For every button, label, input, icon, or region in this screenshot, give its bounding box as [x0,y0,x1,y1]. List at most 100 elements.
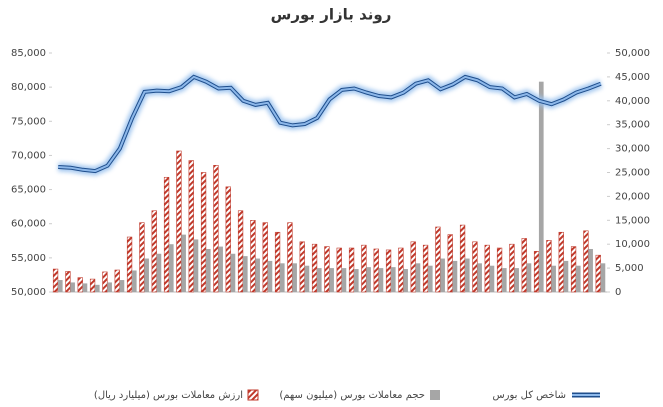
bar [378,268,384,292]
bar [361,244,367,293]
bar [188,160,194,293]
line [58,75,602,173]
bar [410,241,416,293]
bar [139,222,145,293]
bar [52,268,59,293]
bar [163,176,170,293]
y-tick-label: 50,000 [11,287,46,298]
legend-swatch [247,389,259,401]
bar [151,210,157,293]
bar [477,263,482,292]
bar [82,283,88,292]
bar [489,265,495,292]
bar [274,231,281,293]
bar [538,81,544,293]
bar [237,210,244,293]
bar [484,244,490,293]
bar [242,256,248,292]
y2-tick-label: 20,000 [615,191,650,202]
bar [546,240,552,293]
bar [156,253,162,292]
bar [464,258,470,292]
bar [89,278,96,293]
y2-tick-label: 5,000 [615,263,644,274]
bar [398,247,404,293]
bar [311,243,318,293]
y-tick-label: 80,000 [11,82,46,93]
bar [588,248,593,292]
bar [427,265,433,292]
bar [279,263,285,292]
bar [218,246,223,292]
bar [70,282,75,292]
bar [353,269,359,292]
bar [435,226,441,293]
bar [131,270,137,292]
bar [200,172,207,293]
bar [57,280,63,292]
bar [230,253,236,292]
bar [390,267,396,292]
bar [336,247,342,293]
y2-tick-label: 40,000 [615,96,650,107]
y-tick-label: 65,000 [11,185,46,196]
legend-label: شاخص کل بورس [492,390,566,401]
bar [292,263,297,292]
bar [521,238,527,293]
bar [472,241,478,293]
bar [595,254,601,293]
bar [168,244,174,292]
bar [459,224,466,293]
bar [77,277,83,293]
bar [94,284,100,292]
bar [304,265,310,292]
y2-tick-label: 25,000 [615,168,650,179]
y2-tick-label: 45,000 [615,72,650,83]
bar [348,247,355,293]
bar [114,269,120,293]
bar [514,268,519,292]
bar [563,260,569,292]
bar [366,267,371,292]
legend-label: ارزش معاملات بورس (میلیارد ریال) [94,390,243,401]
bar [452,260,458,292]
y2-tick-label: 30,000 [615,144,650,155]
bar [144,258,149,292]
y-tick-label: 70,000 [11,150,46,161]
bar [600,263,606,292]
bar [558,231,564,293]
y2-tick-label: 35,000 [615,120,650,131]
bar [501,268,507,292]
bar [176,150,182,293]
bar [440,258,445,292]
bar [447,234,453,293]
y-tick-label: 60,000 [11,219,46,230]
y-tick-label: 85,000 [11,48,46,59]
chart-title: روند بازار بورس [271,6,392,24]
bar [316,268,322,292]
bar [287,222,293,293]
bar [119,280,125,292]
y-tick-label: 55,000 [11,253,46,264]
bar [102,271,108,293]
y-tick-label: 75,000 [11,116,46,127]
bar [329,268,334,292]
bar [403,269,408,292]
y2-tick-label: 15,000 [615,215,650,226]
bar [533,251,540,293]
bar [341,268,347,292]
bar [324,246,330,293]
bar [570,246,577,293]
bar [193,239,199,292]
bar [575,265,581,292]
bar [107,282,112,292]
bar [267,260,273,292]
bar [496,247,503,293]
bar [225,186,231,293]
legend-swatch [430,390,440,400]
y2-tick-label: 0 [615,287,621,298]
bar [205,248,211,292]
line-glow [57,71,603,176]
bar [551,265,556,292]
